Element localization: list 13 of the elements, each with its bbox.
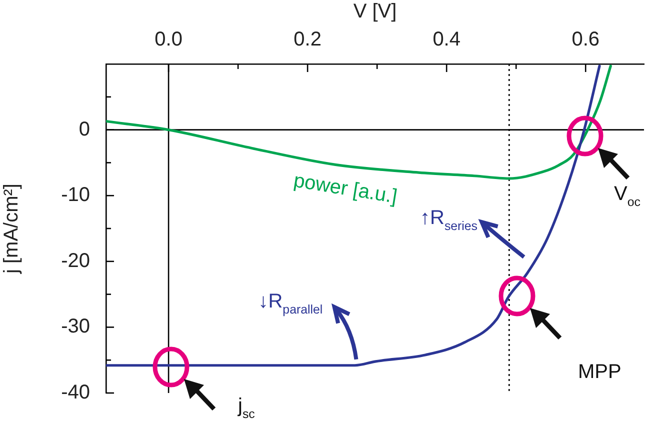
x-tick-label: 0.4 xyxy=(432,28,460,51)
y-tick-label: -40 xyxy=(61,382,90,404)
text: power [a.u.] xyxy=(292,170,399,208)
y-tick-label: -30 xyxy=(61,316,90,338)
annotation: MPP xyxy=(578,361,622,383)
y-tick-label: -20 xyxy=(61,250,90,272)
y-axis-title: j [mA/cm²] xyxy=(0,184,23,274)
x-axis-title: V [V] xyxy=(353,0,397,23)
x-tick-label: 0.6 xyxy=(572,28,600,51)
y-tick-label: -10 xyxy=(61,184,90,206)
x-tick-label: 0.2 xyxy=(294,28,322,51)
x-tick-label: 0.0 xyxy=(154,28,182,51)
y-tick-label: 0 xyxy=(78,118,90,140)
